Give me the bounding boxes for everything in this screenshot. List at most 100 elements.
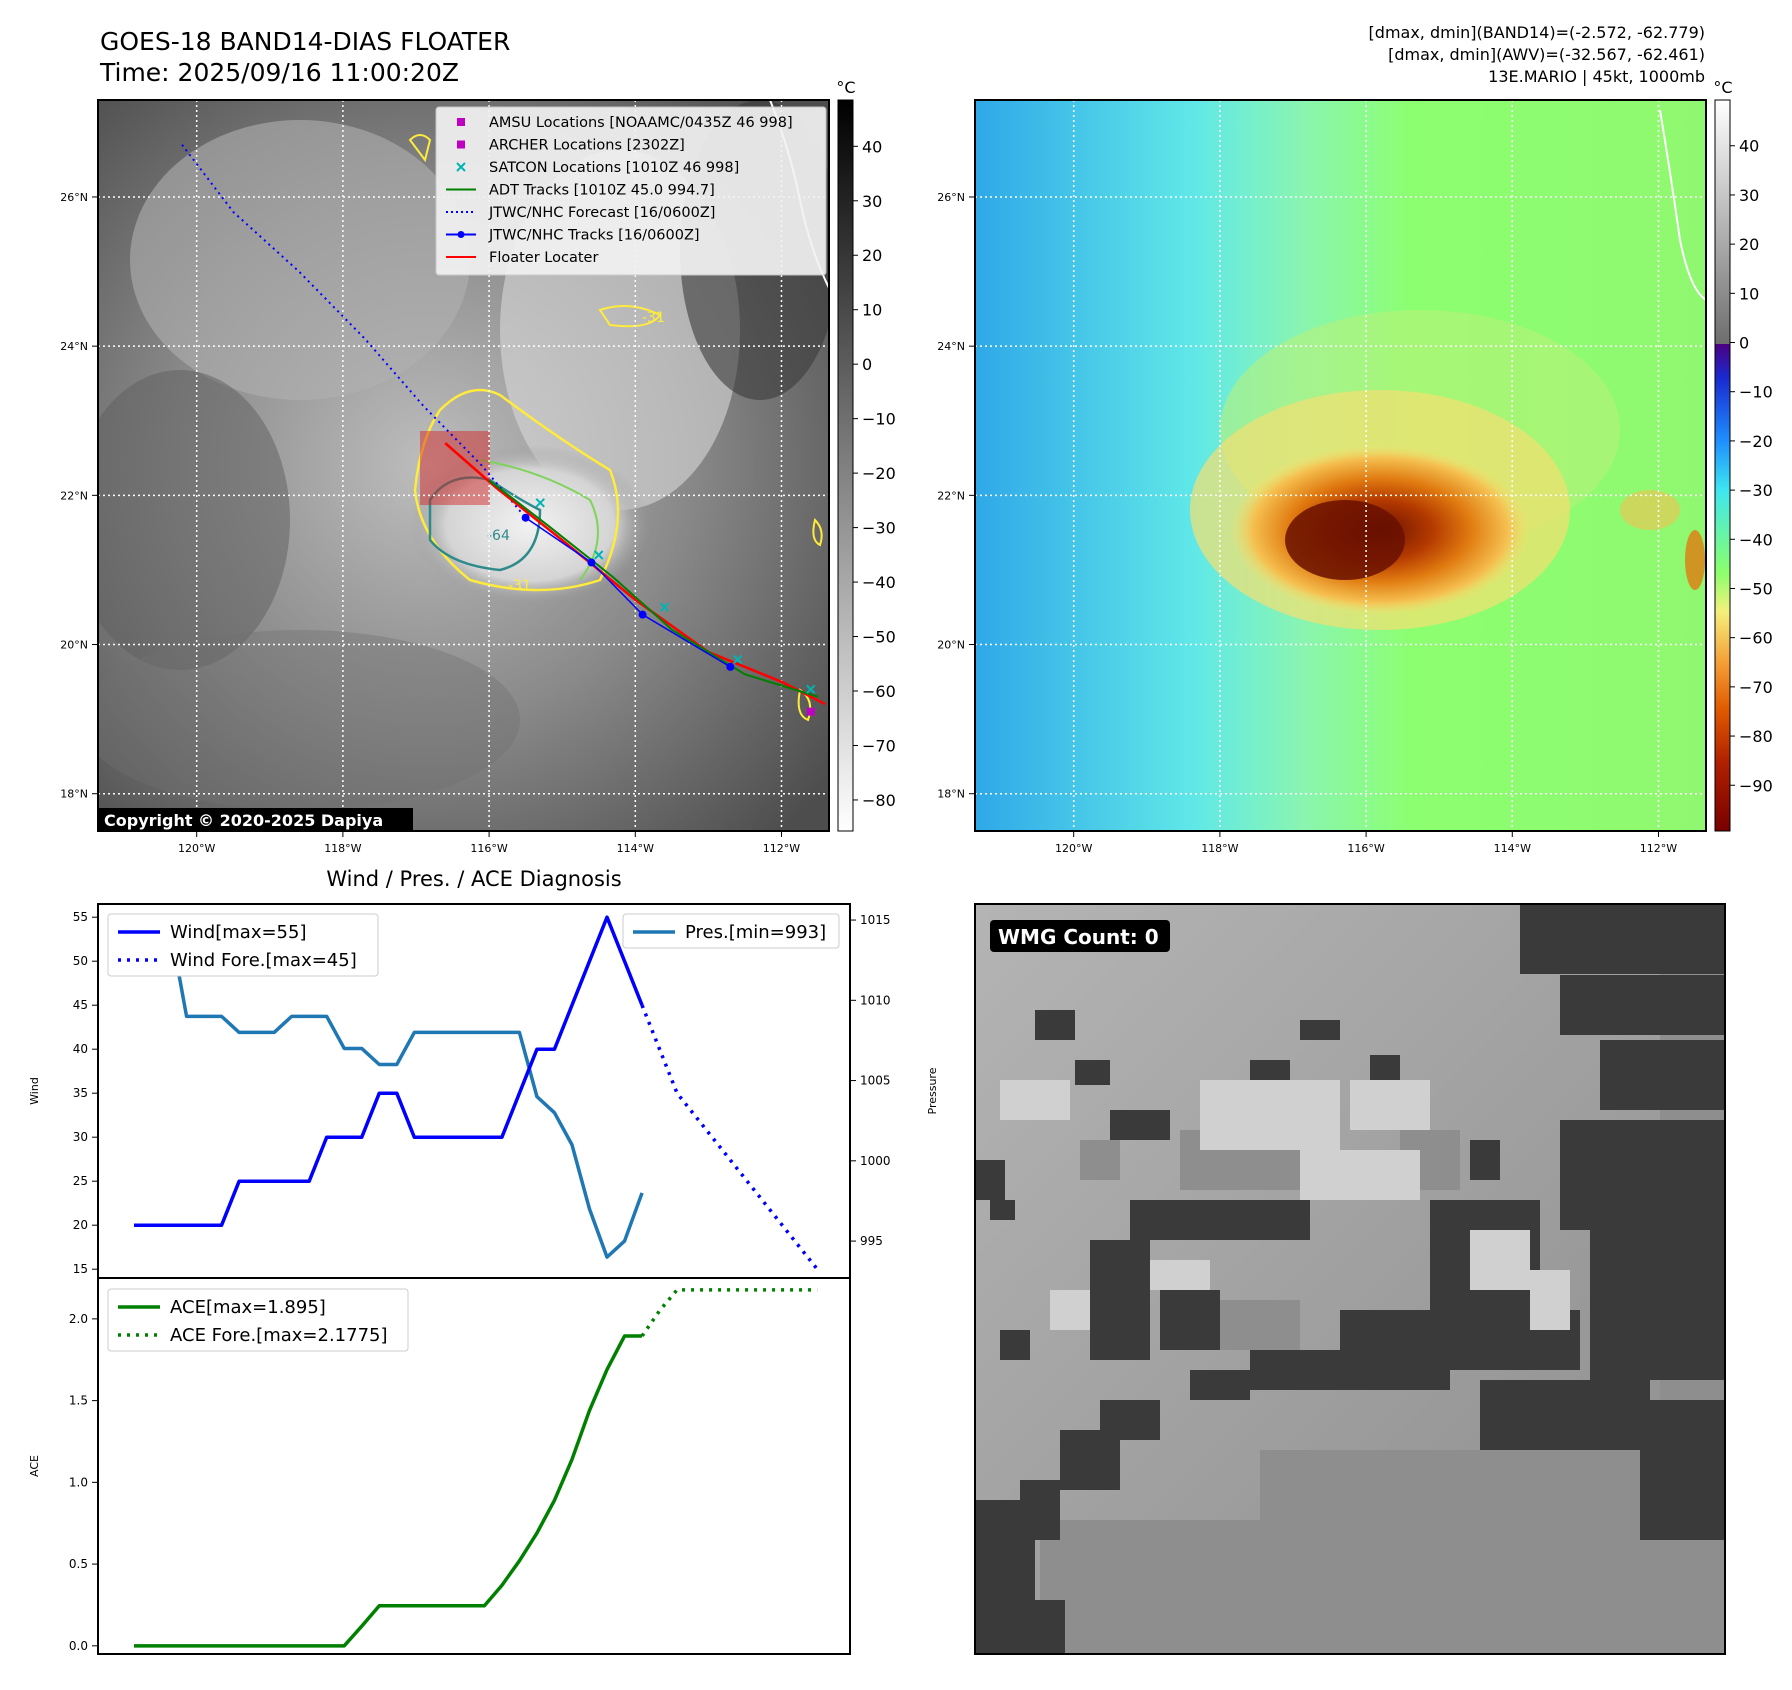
satcon-marker xyxy=(594,550,604,560)
wmg-pixel-block xyxy=(1040,1520,1300,1654)
colorbar-tick-label: 10 xyxy=(862,301,882,320)
jtwc-forecast-track xyxy=(181,144,527,519)
colorbar-tick-label: 10 xyxy=(1739,284,1759,303)
wmg-frame xyxy=(974,903,1726,1655)
wmg-pixel-block xyxy=(1560,1120,1725,1230)
lat-label: 22°N xyxy=(60,489,88,502)
ace-axis-label: ACE xyxy=(28,1455,41,1477)
wmg-pixel-block xyxy=(1520,904,1725,974)
legend-label: Floater Locater xyxy=(489,250,598,266)
legend-label: ARCHER Locations [2302Z] xyxy=(489,138,685,154)
wmg-pixel-block xyxy=(1300,1020,1340,1040)
satcon-marker xyxy=(806,684,816,694)
lat-label: 18°N xyxy=(60,788,88,801)
wind-legend: Wind[max=55] Wind Fore.[max=45] xyxy=(107,913,379,977)
colorbar-tick-label: −80 xyxy=(862,791,896,810)
ir-low-cloud xyxy=(98,630,520,810)
ir-dry-slot xyxy=(98,370,290,670)
awv-fragment xyxy=(1685,530,1705,590)
awv-gridlines xyxy=(975,100,1706,831)
colorbar-tick-label: 30 xyxy=(862,192,882,211)
awv-fragment xyxy=(1620,490,1680,530)
ace-ytick-label: 2.0 xyxy=(69,1312,88,1326)
jtwc-track-point xyxy=(638,610,647,619)
wind-ytick-label: 25 xyxy=(73,1174,88,1188)
colorbar-tick-label: 40 xyxy=(1739,137,1759,156)
colorbar-tick-label: −20 xyxy=(862,464,896,483)
lon-label: 114°W xyxy=(617,842,654,855)
awv-map-frame xyxy=(974,99,1707,832)
awv-map-panel: 26°N 24°N 22°N 20°N 18°N 120°W 118°W 116°W 114°… xyxy=(937,99,1707,855)
contour-inner xyxy=(479,459,599,581)
colorbar-tick-label: 0 xyxy=(1739,334,1749,353)
jtwc-track xyxy=(525,517,731,668)
ace-forecast-line xyxy=(640,1288,818,1338)
pressure-legend-box xyxy=(622,913,840,949)
wmg-pixel-block xyxy=(1160,1290,1220,1350)
colorbar-tick-label: −10 xyxy=(1739,383,1773,402)
ace-ytick-label: 1.0 xyxy=(69,1475,88,1489)
copyright-box xyxy=(98,808,413,831)
wmg-pixel-block xyxy=(1000,1080,1070,1120)
wind-pressure-chart: 15 20 25 30 35 40 45 50 55 995 1000 1005 1010 1015 Wi… xyxy=(28,903,939,1279)
floater-box xyxy=(420,431,490,505)
colorbar-tick-label: −60 xyxy=(862,682,896,701)
legend-marker-dot xyxy=(457,231,465,238)
colorbar-tick-label: −30 xyxy=(1739,481,1773,500)
ir-colorbar-unit: °C xyxy=(836,78,855,97)
wind-ytick-label: 45 xyxy=(73,998,88,1012)
wind-ytick-label: 20 xyxy=(73,1218,88,1232)
wmg-pixel-block xyxy=(1080,1140,1120,1180)
wmg-count-box xyxy=(990,920,1170,952)
wmg-pixel-block xyxy=(1470,1230,1530,1290)
contour-minus31 xyxy=(413,388,620,592)
ir-map-panel: -31 -64 -31 Copyright © 2020-2025 Dapiya… xyxy=(60,99,830,855)
ir-lon-labels: 120°W 118°W 116°W 114°W 112°W xyxy=(178,831,800,855)
awv-lat-labels: 26°N 24°N 22°N 20°N 18°N xyxy=(937,191,975,801)
pressure-ytick-label: 1005 xyxy=(860,1074,891,1088)
jtwc-track-point xyxy=(726,662,735,671)
legend-label: ADT Tracks [1010Z 45.0 994.7] xyxy=(489,183,715,199)
wmg-panel: WMG Count: 0 xyxy=(974,903,1726,1655)
wmg-pixel-block xyxy=(1110,1110,1170,1140)
colorbar-tick-label: 40 xyxy=(862,137,882,156)
ace-legend-box xyxy=(107,1288,409,1352)
contour-label: -31 xyxy=(642,310,665,326)
wmg-pixel-block xyxy=(1075,1060,1110,1085)
colorbar-tick-label: −60 xyxy=(1739,629,1773,648)
ace-fore-legend-label: ACE Fore.[max=2.1775] xyxy=(170,1325,388,1346)
copyright-text: Copyright © 2020-2025 Dapiya xyxy=(104,811,383,830)
wmg-pixel-block xyxy=(1100,1400,1160,1440)
lon-label: 120°W xyxy=(1055,842,1092,855)
contour-fragment xyxy=(598,305,662,328)
wind-ytick-label: 40 xyxy=(73,1042,88,1056)
lat-label: 26°N xyxy=(937,191,965,204)
colorbar-tick-label: −50 xyxy=(862,628,896,647)
wmg-pixel-block xyxy=(1020,1480,1060,1540)
lon-label: 116°W xyxy=(1347,842,1384,855)
wind-line xyxy=(134,915,644,1227)
ace-legend: ACE[max=1.895] ACE Fore.[max=2.1775] xyxy=(107,1288,409,1352)
legend-label: SATCON Locations [1010Z 46 998] xyxy=(489,160,739,176)
contour-fragment xyxy=(797,688,812,722)
wmg-pixel-block xyxy=(1480,1380,1650,1450)
pressure-ytick-label: 1000 xyxy=(860,1154,891,1168)
ir-colorbar-bar xyxy=(837,99,854,832)
colorbar-tick-label: 20 xyxy=(1739,235,1759,254)
lat-label: 20°N xyxy=(60,639,88,652)
wmg-pixel-block xyxy=(1590,1230,1725,1380)
ir-colorbar: °C 40 30 20 10 0 −10 −20 −30 −40 −50 −60 −70 −80 xyxy=(836,78,896,832)
wmg-count-label: WMG Count: 0 xyxy=(998,925,1159,949)
lon-label: 120°W xyxy=(178,842,215,855)
awv-colorbar-frame xyxy=(1714,99,1731,832)
wmg-pixel-block xyxy=(990,1200,1015,1220)
ace-legend-label: ACE[max=1.895] xyxy=(170,1297,326,1318)
awv-lon-labels: 120°W 118°W 116°W 114°W 112°W xyxy=(1055,831,1677,855)
wmg-pixel-block xyxy=(1350,1080,1430,1130)
ace-ytick-label: 0.0 xyxy=(69,1639,88,1653)
floater-track xyxy=(444,442,826,706)
satcon-marker xyxy=(732,654,743,665)
wmg-pixel-block xyxy=(1130,1200,1310,1240)
amsu-marker xyxy=(806,707,815,716)
